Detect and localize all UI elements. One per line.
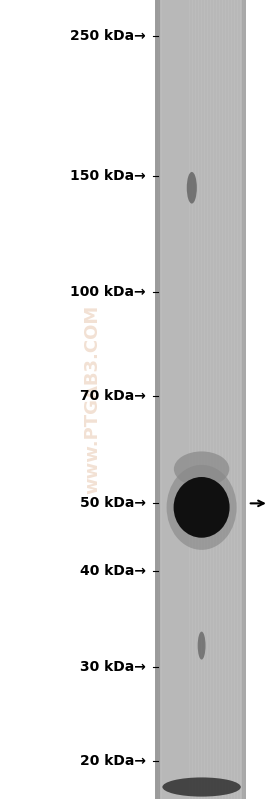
Bar bbox=[219, 0, 220, 799]
Bar bbox=[155, 0, 156, 799]
Bar bbox=[155, 0, 246, 799]
Bar bbox=[225, 0, 226, 799]
Bar bbox=[204, 0, 205, 799]
Bar bbox=[210, 0, 211, 799]
Bar bbox=[201, 0, 202, 799]
Ellipse shape bbox=[198, 631, 206, 660]
Bar bbox=[222, 0, 223, 799]
Bar bbox=[158, 0, 159, 799]
Ellipse shape bbox=[187, 172, 197, 204]
Bar bbox=[155, 0, 160, 799]
Text: 40 kDa→: 40 kDa→ bbox=[80, 564, 146, 578]
Ellipse shape bbox=[174, 451, 229, 487]
Ellipse shape bbox=[162, 777, 241, 797]
Text: 100 kDa→: 100 kDa→ bbox=[70, 284, 146, 299]
Bar bbox=[213, 0, 214, 799]
Text: 70 kDa→: 70 kDa→ bbox=[80, 388, 146, 403]
Bar bbox=[207, 0, 208, 799]
Bar bbox=[216, 0, 217, 799]
Bar bbox=[167, 0, 168, 799]
Text: 30 kDa→: 30 kDa→ bbox=[80, 660, 146, 674]
Text: 50 kDa→: 50 kDa→ bbox=[80, 496, 146, 511]
Bar bbox=[177, 0, 178, 799]
Bar bbox=[228, 0, 229, 799]
Bar bbox=[192, 0, 193, 799]
Bar bbox=[195, 0, 196, 799]
Bar bbox=[234, 0, 235, 799]
Ellipse shape bbox=[174, 477, 230, 538]
Bar bbox=[242, 0, 246, 799]
Bar bbox=[189, 0, 190, 799]
Text: 150 kDa→: 150 kDa→ bbox=[70, 169, 146, 183]
Text: 250 kDa→: 250 kDa→ bbox=[70, 29, 146, 43]
Bar bbox=[198, 0, 199, 799]
Text: www.PTGAB3.COM: www.PTGAB3.COM bbox=[83, 305, 101, 494]
Ellipse shape bbox=[167, 465, 237, 550]
Bar bbox=[243, 0, 244, 799]
Text: 20 kDa→: 20 kDa→ bbox=[80, 753, 146, 768]
Bar bbox=[237, 0, 238, 799]
Bar bbox=[240, 0, 241, 799]
Bar bbox=[231, 0, 232, 799]
